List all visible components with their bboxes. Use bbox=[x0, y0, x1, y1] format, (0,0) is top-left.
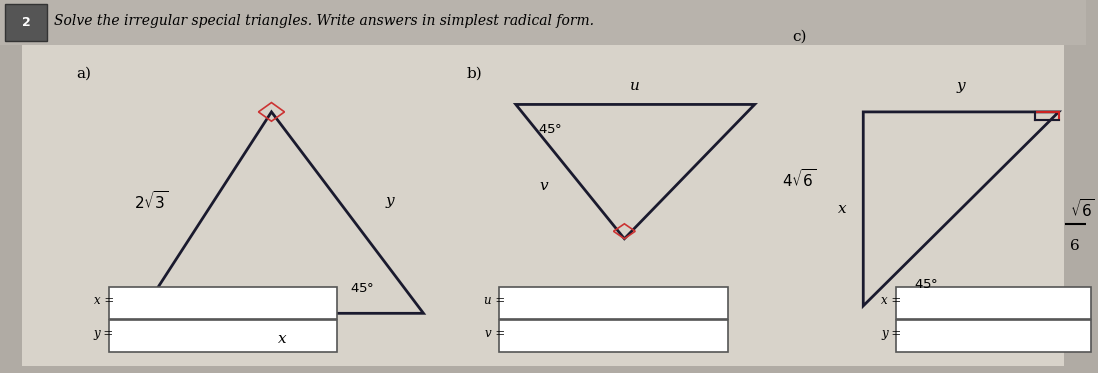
FancyBboxPatch shape bbox=[500, 320, 728, 352]
FancyBboxPatch shape bbox=[896, 320, 1091, 352]
Text: a): a) bbox=[76, 67, 91, 81]
FancyBboxPatch shape bbox=[109, 320, 337, 352]
Text: $45°$: $45°$ bbox=[915, 278, 939, 291]
FancyBboxPatch shape bbox=[22, 45, 1064, 366]
Text: $2\sqrt{3}$: $2\sqrt{3}$ bbox=[134, 191, 168, 212]
Text: u =: u = bbox=[484, 294, 505, 307]
Text: b): b) bbox=[467, 67, 483, 81]
Text: 2: 2 bbox=[22, 16, 31, 29]
FancyBboxPatch shape bbox=[5, 4, 47, 41]
Text: $45°$: $45°$ bbox=[538, 123, 562, 136]
Text: y =: y = bbox=[93, 327, 114, 340]
Text: c): c) bbox=[793, 30, 807, 44]
Text: $45°$: $45°$ bbox=[350, 282, 374, 295]
Text: x =: x = bbox=[93, 294, 114, 307]
Text: v: v bbox=[540, 179, 548, 194]
Text: y: y bbox=[385, 194, 394, 209]
FancyBboxPatch shape bbox=[0, 0, 1086, 45]
FancyBboxPatch shape bbox=[500, 286, 728, 319]
Text: x: x bbox=[278, 332, 287, 347]
Text: u: u bbox=[630, 79, 640, 93]
Text: Solve the irregular special triangles. Write answers in simplest radical form.: Solve the irregular special triangles. W… bbox=[54, 13, 594, 28]
Text: $\sqrt{6}$: $\sqrt{6}$ bbox=[1069, 198, 1095, 220]
FancyBboxPatch shape bbox=[896, 286, 1091, 319]
Text: y =: y = bbox=[881, 327, 901, 340]
FancyBboxPatch shape bbox=[109, 286, 337, 319]
Text: y: y bbox=[956, 79, 965, 93]
Text: 6: 6 bbox=[1069, 239, 1079, 253]
Text: $4\sqrt{6}$: $4\sqrt{6}$ bbox=[782, 168, 817, 190]
Text: v =: v = bbox=[484, 327, 505, 340]
Text: x: x bbox=[839, 202, 847, 216]
Text: x =: x = bbox=[881, 294, 901, 307]
